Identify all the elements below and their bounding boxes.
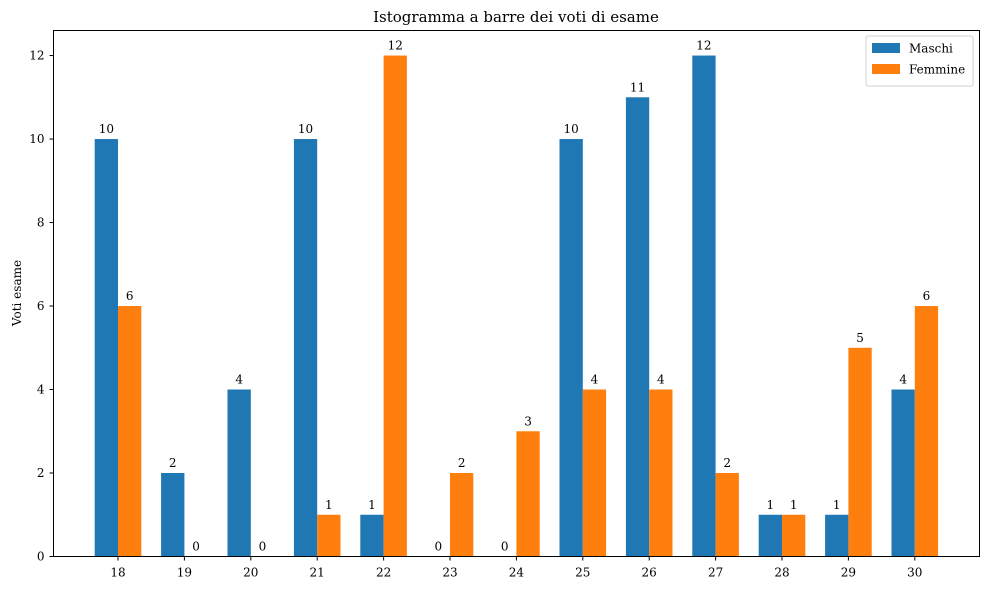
bar-femmine-22: [383, 55, 407, 557]
data-label-maschi-30: 4: [899, 373, 907, 387]
bar-femmine-28: [782, 514, 806, 557]
y-ticks-group: 0 2 4 6 8 10 12: [29, 49, 54, 564]
x-tick-label-23: 23: [442, 566, 457, 580]
data-label-femmine-29: 5: [856, 331, 864, 345]
bar-maschi-25: [559, 139, 583, 557]
data-label-femmine-19: 0: [192, 540, 200, 554]
data-label-femmine-22: 12: [388, 39, 403, 53]
bar-maschi-28: [758, 514, 782, 557]
legend-swatch-maschi: [872, 43, 900, 53]
legend-swatch-femmine: [872, 64, 900, 74]
x-tick-label-22: 22: [376, 566, 391, 580]
bar-maschi-27: [692, 55, 716, 557]
data-label-maschi-29: 1: [833, 498, 841, 512]
bar-femmine-29: [848, 347, 872, 557]
data-label-maschi-23: 0: [435, 540, 443, 554]
bar-femmine-30: [914, 306, 939, 557]
data-label-maschi-26: 11: [630, 80, 645, 94]
y-axis-label: Voti esame: [10, 260, 24, 327]
data-label-femmine-20: 0: [259, 540, 267, 554]
bar-maschi-22: [360, 514, 384, 557]
x-tick-label-29: 29: [841, 566, 856, 580]
y-tick-label-10: 10: [29, 132, 44, 146]
legend: Maschi Femmine: [865, 35, 974, 87]
y-tick-label-6: 6: [37, 299, 45, 313]
x-tick-label-24: 24: [509, 566, 525, 580]
x-tick-label-26: 26: [642, 566, 657, 580]
data-label-femmine-26: 4: [657, 373, 665, 387]
chart-title: Istogramma a barre dei voti di esame: [373, 8, 659, 26]
x-tick-label-20: 20: [243, 566, 258, 580]
bar-femmine-23: [450, 473, 474, 557]
x-tick-label-18: 18: [110, 566, 125, 580]
y-tick-label-0: 0: [37, 550, 45, 564]
y-tick-label-4: 4: [37, 383, 45, 397]
data-label-maschi-21: 10: [298, 122, 313, 136]
x-tick-label-27: 27: [708, 566, 723, 580]
x-tick-label-25: 25: [575, 566, 590, 580]
data-label-maschi-24: 0: [501, 540, 509, 554]
data-label-maschi-25: 10: [564, 122, 579, 136]
bar-maschi-18: [94, 139, 118, 557]
bar-femmine-25: [582, 389, 607, 557]
y-tick-label-8: 8: [37, 216, 45, 230]
y-tick-label-12: 12: [29, 49, 44, 63]
bar-maschi-19: [161, 473, 185, 557]
data-label-femmine-23: 2: [458, 456, 466, 470]
y-tick-label-2: 2: [37, 466, 45, 480]
x-tick-label-19: 19: [177, 566, 192, 580]
data-label-femmine-28: 1: [790, 498, 798, 512]
x-tick-label-28: 28: [774, 566, 789, 580]
bar-maschi-20: [227, 389, 251, 557]
bar-femmine-21: [317, 514, 341, 557]
data-label-maschi-20: 4: [235, 373, 243, 387]
bars-group: [94, 55, 939, 557]
bar-femmine-26: [649, 389, 673, 557]
bar-maschi-29: [825, 514, 849, 557]
data-label-maschi-28: 1: [767, 498, 775, 512]
x-tick-label-30: 30: [907, 566, 922, 580]
bar-maschi-26: [625, 97, 650, 557]
data-label-femmine-24: 3: [524, 414, 532, 428]
data-label-maschi-19: 2: [169, 456, 177, 470]
x-tick-label-21: 21: [310, 566, 325, 580]
bar-femmine-27: [715, 473, 739, 557]
bar-maschi-21: [293, 139, 318, 557]
data-label-femmine-27: 2: [723, 456, 731, 470]
data-label-femmine-30: 6: [923, 289, 931, 303]
data-label-maschi-27: 12: [696, 39, 711, 53]
x-ticks-group: 18 19 20 21 22 23 24 25 26 27 28 29 30: [110, 556, 922, 580]
bar-femmine-24: [516, 431, 540, 557]
plot-frame: [53, 30, 980, 557]
data-label-maschi-22: 1: [368, 498, 376, 512]
data-label-femmine-21: 1: [325, 498, 333, 512]
bar-femmine-18: [118, 306, 142, 557]
legend-label-maschi: Maschi: [909, 42, 953, 56]
data-label-maschi-18: 10: [99, 122, 114, 136]
bar-maschi-30: [891, 389, 915, 557]
data-label-femmine-18: 6: [126, 289, 134, 303]
legend-label-femmine: Femmine: [909, 63, 965, 77]
data-label-femmine-25: 4: [591, 373, 599, 387]
